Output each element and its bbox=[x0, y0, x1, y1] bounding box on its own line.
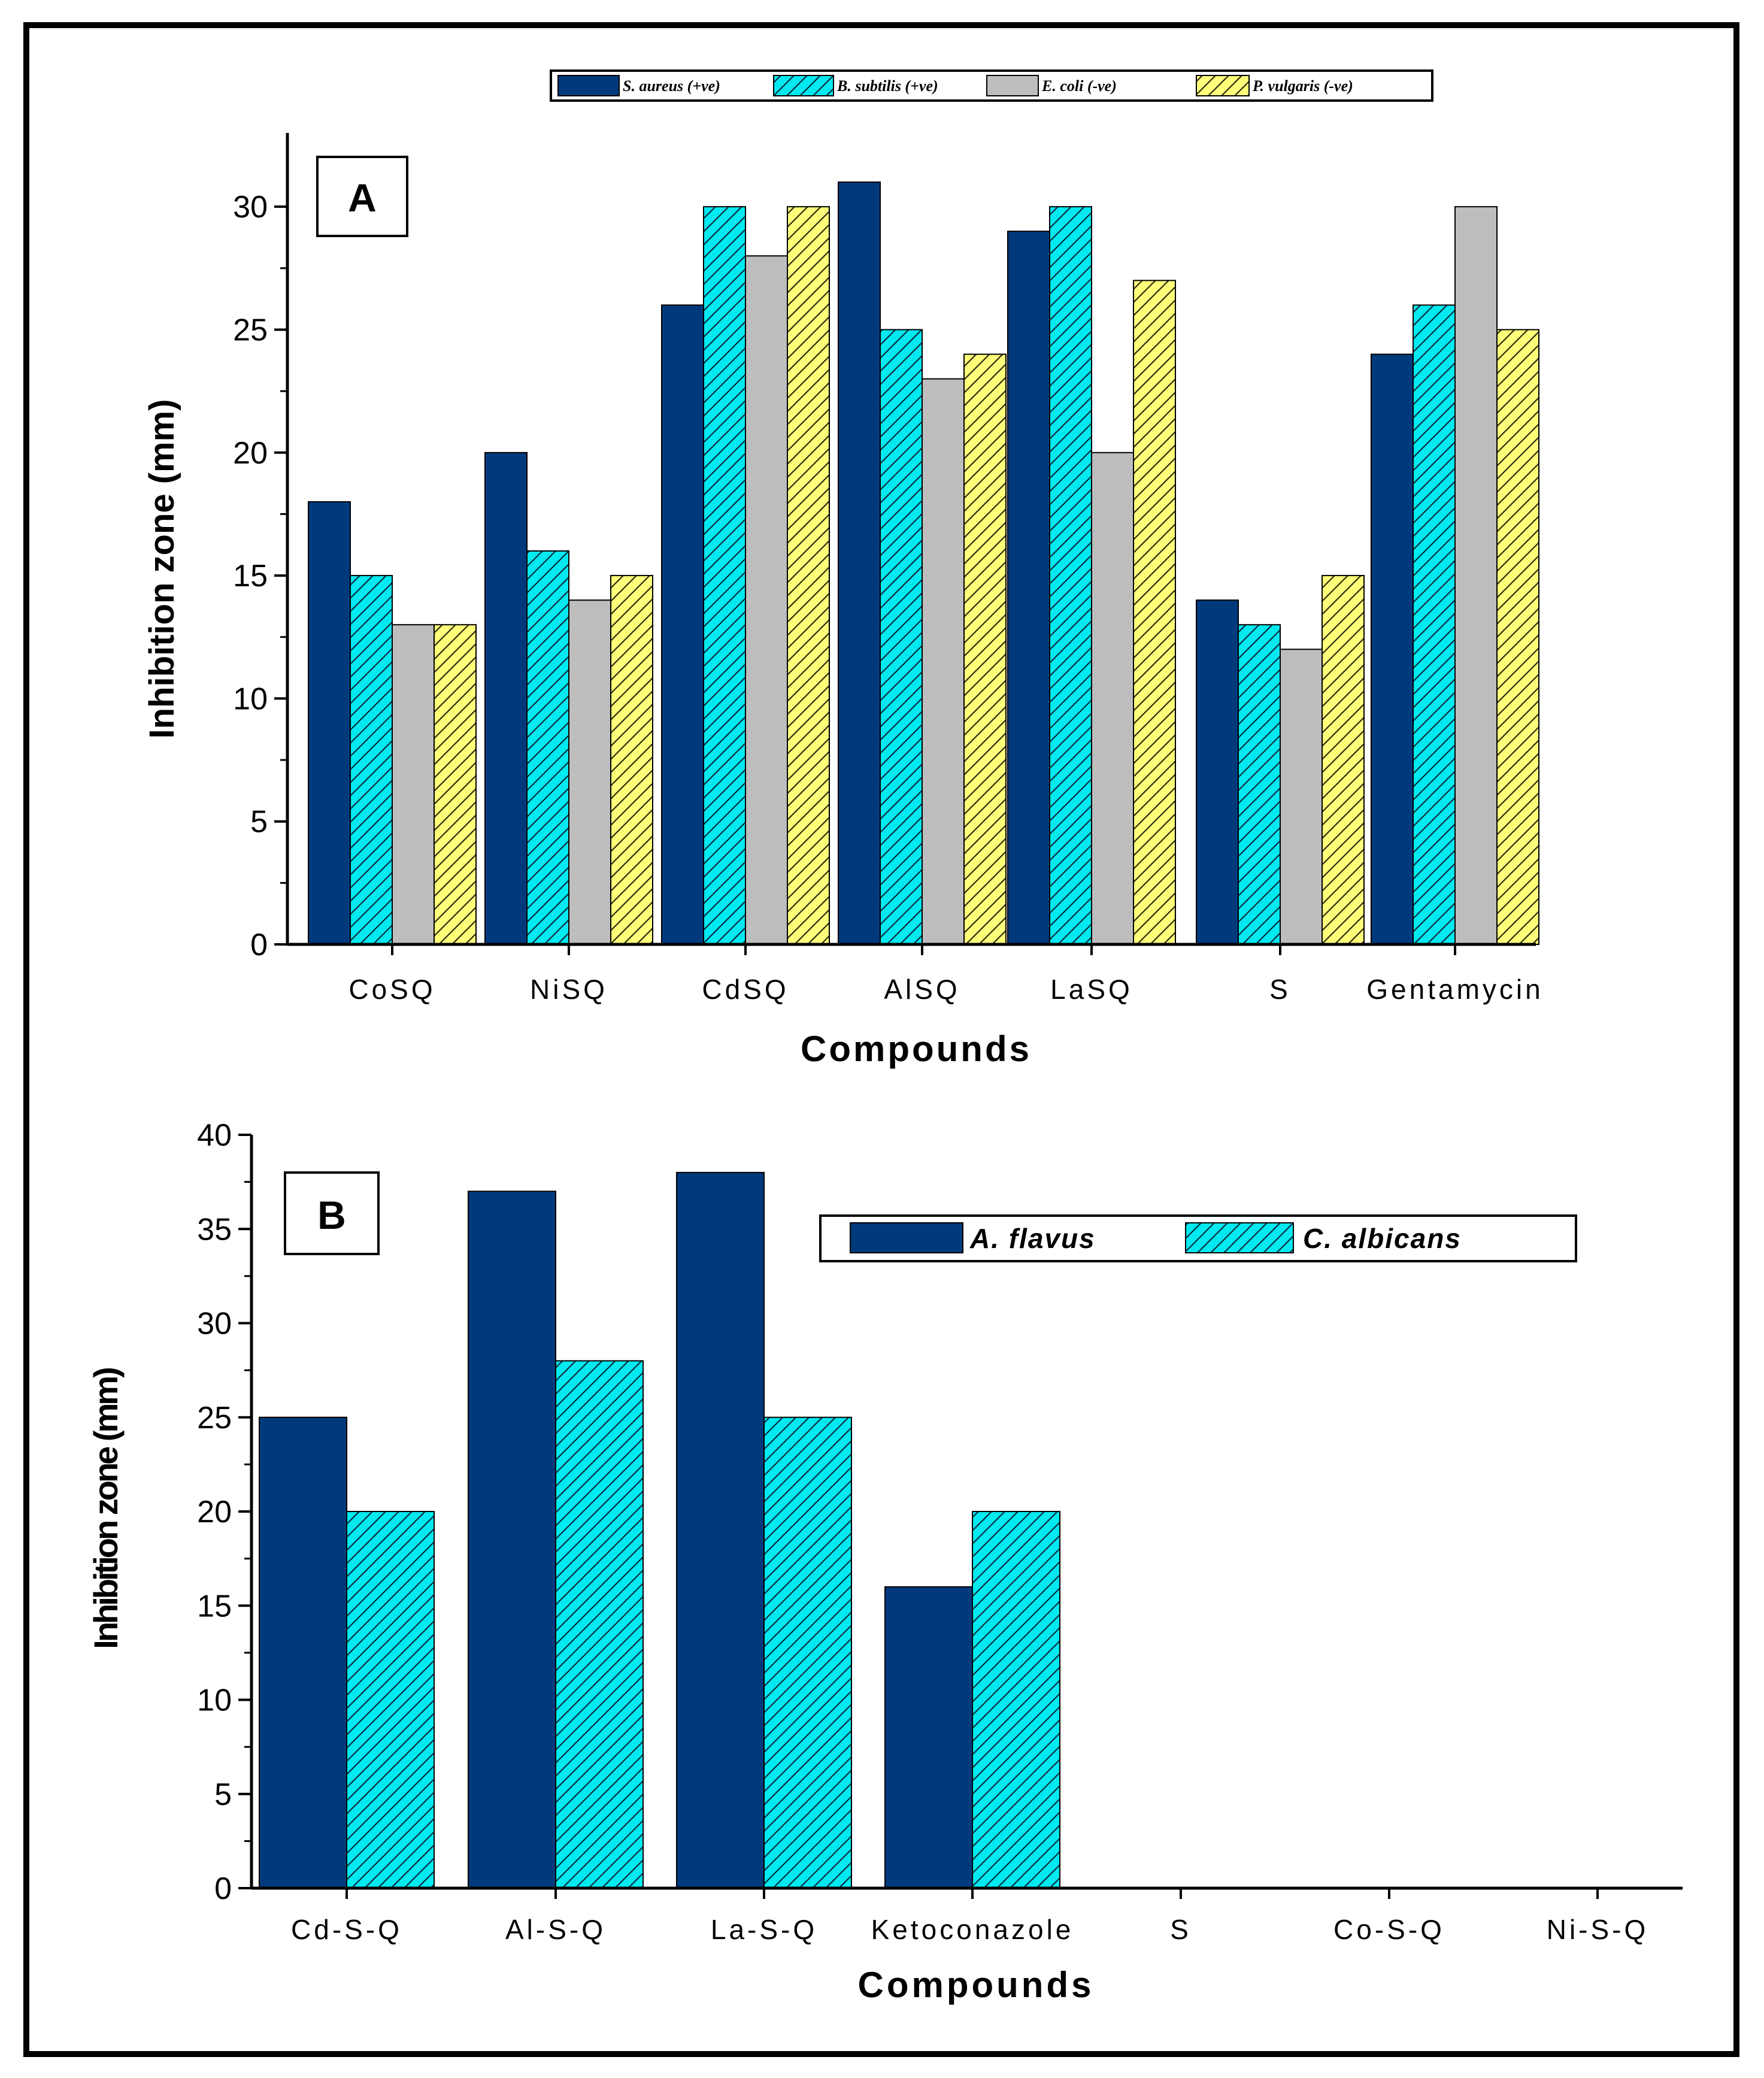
bar-gentamycin-b-subtilis-ve bbox=[1413, 304, 1456, 946]
panel-a-y-ticks: 0 5 10 15 20 25 30 bbox=[233, 190, 287, 962]
panel-b-letter-box bbox=[284, 1171, 380, 1255]
bar-s-s-aureus-ve bbox=[1196, 599, 1239, 945]
panel-a-bars bbox=[308, 181, 1539, 946]
bar-cdsq-s-aureus-ve bbox=[661, 304, 704, 946]
x-tick-label-cd-s-q: Cd-S-Q bbox=[291, 1914, 402, 1945]
bar-s-b-subtilis-ve bbox=[1238, 624, 1281, 946]
panel-b-y-tick-label: 5 bbox=[214, 1777, 232, 1812]
bar-lasq-s-aureus-ve bbox=[1007, 231, 1050, 945]
legend-label-c-albicans: C. albicans bbox=[1303, 1223, 1462, 1254]
legend-swatch-a-flavus bbox=[850, 1222, 963, 1253]
bar-cdsq-b-subtilis-ve bbox=[703, 206, 746, 946]
bar-alsq-p-vulgaris-ve bbox=[963, 353, 1007, 945]
bar-cd-s-q-a-flavus bbox=[259, 1416, 347, 1889]
panel-b-fungi-chart: 0 5 10 15 20 25 30 35 40 Cd-S-Q Al-S-Q La-S-Q Ketoc… bbox=[87, 1118, 1683, 2005]
panel-a-letter-box bbox=[316, 156, 408, 237]
panel-a-y-tick-label: 0 bbox=[250, 928, 268, 962]
bar-cosq-b-subtilis-ve bbox=[350, 575, 393, 945]
bar-al-s-q-c-albicans bbox=[555, 1360, 644, 1889]
panel-a-y-tick-label: 20 bbox=[233, 436, 268, 471]
panel-b-y-tick-label: 15 bbox=[197, 1589, 232, 1623]
x-tick-label-la-s-q: La-S-Q bbox=[711, 1914, 817, 1945]
panel-a-y-tick-label: 25 bbox=[233, 313, 268, 347]
bar-gentamycin-e-coli-ve bbox=[1454, 206, 1498, 946]
bar-gentamycin-s-aureus-ve bbox=[1371, 353, 1414, 945]
x-tick-label-s: S bbox=[1269, 974, 1291, 1005]
bar-alsq-s-aureus-ve bbox=[838, 181, 881, 945]
panel-a-y-axis-title: Inhibition zone (mm) bbox=[143, 399, 181, 738]
bar-lasq-p-vulgaris-ve bbox=[1133, 280, 1176, 945]
legend-label-s-aureus: S. aureus (+ve) bbox=[623, 77, 720, 95]
bar-alsq-e-coli-ve bbox=[922, 378, 965, 945]
x-tick-label-ketoconazole: Ketoconazole bbox=[871, 1914, 1074, 1945]
legend-label-p-vulgaris: P. vulgaris (-ve) bbox=[1252, 77, 1353, 95]
x-tick-label-co-s-q: Co-S-Q bbox=[1333, 1914, 1445, 1945]
legend-swatch-c-albicans bbox=[1185, 1222, 1294, 1253]
x-tick-label-lasq: LaSQ bbox=[1050, 974, 1133, 1005]
legend-label-a-flavus: A. flavus bbox=[969, 1223, 1096, 1254]
x-tick-label-gentamycin: Gentamycin bbox=[1366, 974, 1543, 1005]
figure-frame bbox=[23, 22, 1739, 2057]
x-tick-label-ni-s-q: Ni-S-Q bbox=[1547, 1914, 1649, 1945]
x-tick-label-s: S bbox=[1170, 1914, 1192, 1945]
bar-nisq-s-aureus-ve bbox=[484, 452, 528, 945]
panel-a-x-axis-title: Compounds bbox=[801, 1029, 1032, 1069]
legend-swatch-s-aureus bbox=[557, 75, 620, 96]
panel-b-x-ticks: Cd-S-Q Al-S-Q La-S-Q Ketoconazole S Co-S-Q Ni-… bbox=[291, 1888, 1649, 1945]
bar-la-s-q-c-albicans bbox=[763, 1416, 852, 1889]
bar-la-s-q-a-flavus bbox=[676, 1171, 765, 1889]
panel-a-legend: S. aureus (+ve) B. subtilis (+ve) E. col… bbox=[550, 69, 1433, 102]
panel-b-y-axis-title: Inhibition zone (mm) bbox=[87, 1368, 125, 1649]
bar-s-p-vulgaris-ve bbox=[1322, 575, 1365, 945]
x-tick-label-cdsq: CdSQ bbox=[702, 974, 789, 1005]
x-tick-label-al-s-q: Al-S-Q bbox=[505, 1914, 606, 1945]
panel-a-x-ticks: CoSQ NiSQ CdSQ AlSQ LaSQ S Gentamycin bbox=[348, 944, 1543, 1005]
panel-b-legend: A. flavus C. albicans bbox=[819, 1214, 1577, 1262]
panel-b-y-ticks: 0 5 10 15 20 25 30 35 40 bbox=[197, 1118, 251, 1906]
panel-b-y-tick-label: 25 bbox=[197, 1401, 232, 1435]
legend-label-b-subtilis: B. subtilis (+ve) bbox=[836, 77, 938, 95]
x-tick-label-nisq: NiSQ bbox=[530, 974, 608, 1005]
bar-lasq-e-coli-ve bbox=[1091, 452, 1134, 945]
panel-a-y-tick-label: 10 bbox=[233, 681, 268, 716]
bar-cd-s-q-c-albicans bbox=[346, 1511, 435, 1889]
panel-b-y-tick-label: 10 bbox=[197, 1683, 232, 1718]
bar-cosq-e-coli-ve bbox=[392, 624, 435, 946]
bar-cosq-s-aureus-ve bbox=[308, 501, 351, 945]
panel-a-y-tick-label: 30 bbox=[233, 190, 268, 225]
bar-ketoconazole-c-albicans bbox=[972, 1511, 1060, 1889]
panel-b-y-tick-label: 35 bbox=[197, 1212, 232, 1247]
panel-b-y-tick-label: 20 bbox=[197, 1495, 232, 1529]
panel-b-y-tick-label: 0 bbox=[214, 1871, 232, 1906]
bar-nisq-e-coli-ve bbox=[568, 599, 611, 945]
x-tick-label-cosq: CoSQ bbox=[348, 974, 435, 1005]
legend-swatch-p-vulgaris bbox=[1196, 75, 1250, 96]
panel-a-bacteria-chart: 0 5 10 15 20 25 30 CoSQ NiSQ CdSQ AlSQ LaSQ S Gentam… bbox=[143, 69, 1543, 1069]
bar-cosq-p-vulgaris-ve bbox=[434, 624, 477, 946]
bar-nisq-p-vulgaris-ve bbox=[610, 575, 653, 945]
bar-al-s-q-a-flavus bbox=[468, 1191, 556, 1889]
bar-s-e-coli-ve bbox=[1280, 649, 1323, 945]
bar-nisq-b-subtilis-ve bbox=[526, 550, 569, 945]
bar-cdsq-e-coli-ve bbox=[745, 255, 788, 946]
panel-b-y-tick-label: 30 bbox=[197, 1307, 232, 1341]
panel-a-letter: A bbox=[348, 175, 377, 220]
x-tick-label-alsq: AlSQ bbox=[884, 974, 960, 1005]
panel-b-bars bbox=[259, 1171, 1060, 1889]
bar-ketoconazole-a-flavus bbox=[884, 1586, 973, 1889]
panel-b-letter: B bbox=[317, 1193, 346, 1237]
bar-gentamycin-p-vulgaris-ve bbox=[1496, 329, 1539, 945]
panel-a-y-tick-label: 15 bbox=[233, 559, 268, 593]
bar-alsq-b-subtilis-ve bbox=[880, 329, 923, 945]
panel-a-y-tick-label: 5 bbox=[250, 805, 268, 840]
legend-swatch-e-coli bbox=[986, 75, 1039, 96]
legend-swatch-b-subtilis bbox=[773, 75, 834, 96]
bar-cdsq-p-vulgaris-ve bbox=[787, 206, 830, 946]
panel-b-x-axis-title: Compounds bbox=[858, 1965, 1095, 2005]
panel-b-y-tick-label: 40 bbox=[197, 1118, 232, 1153]
legend-label-e-coli: E. coli (-ve) bbox=[1041, 77, 1117, 95]
bar-lasq-b-subtilis-ve bbox=[1049, 206, 1092, 946]
